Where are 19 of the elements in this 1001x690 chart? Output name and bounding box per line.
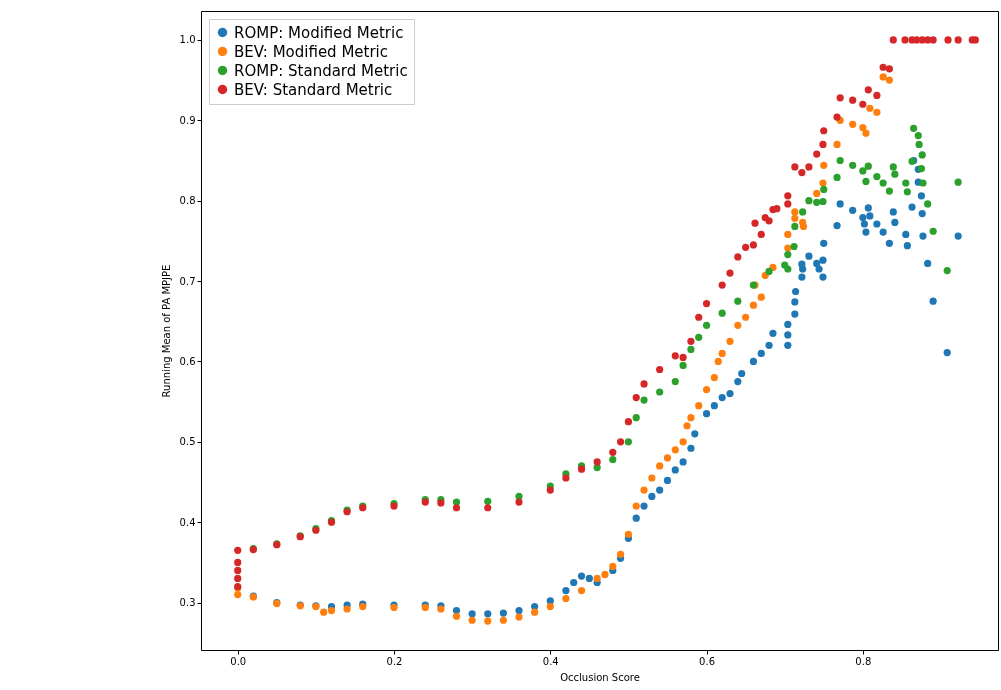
- y-axis-title: Running Mean of PA MPJPE: [160, 264, 172, 398]
- x-tick-label: 0.8: [855, 655, 872, 667]
- legend-label: ROMP: Modified Metric: [234, 23, 404, 42]
- legend-label: BEV: Standard Metric: [234, 80, 393, 99]
- x-tick-label: 0.0: [230, 655, 247, 667]
- y-tick-label: 0.4: [179, 516, 196, 528]
- y-tick-label: 1.0: [179, 34, 196, 46]
- legend-label: ROMP: Standard Metric: [234, 61, 408, 80]
- y-tick-label: 0.7: [179, 275, 196, 287]
- y-tick-label: 0.5: [179, 436, 196, 448]
- x-tick-label: 0.4: [542, 655, 559, 667]
- y-tick-label: 0.6: [179, 355, 196, 367]
- y-tick-label: 0.8: [179, 195, 196, 207]
- x-tick-label: 0.6: [699, 655, 715, 667]
- y-tick-label: 0.3: [179, 597, 196, 609]
- y-tick-label: 0.9: [179, 114, 196, 126]
- x-axis-title: Occlusion Score: [560, 671, 640, 683]
- legend-label: BEV: Modified Metric: [234, 42, 389, 61]
- x-tick-label: 0.2: [386, 655, 403, 667]
